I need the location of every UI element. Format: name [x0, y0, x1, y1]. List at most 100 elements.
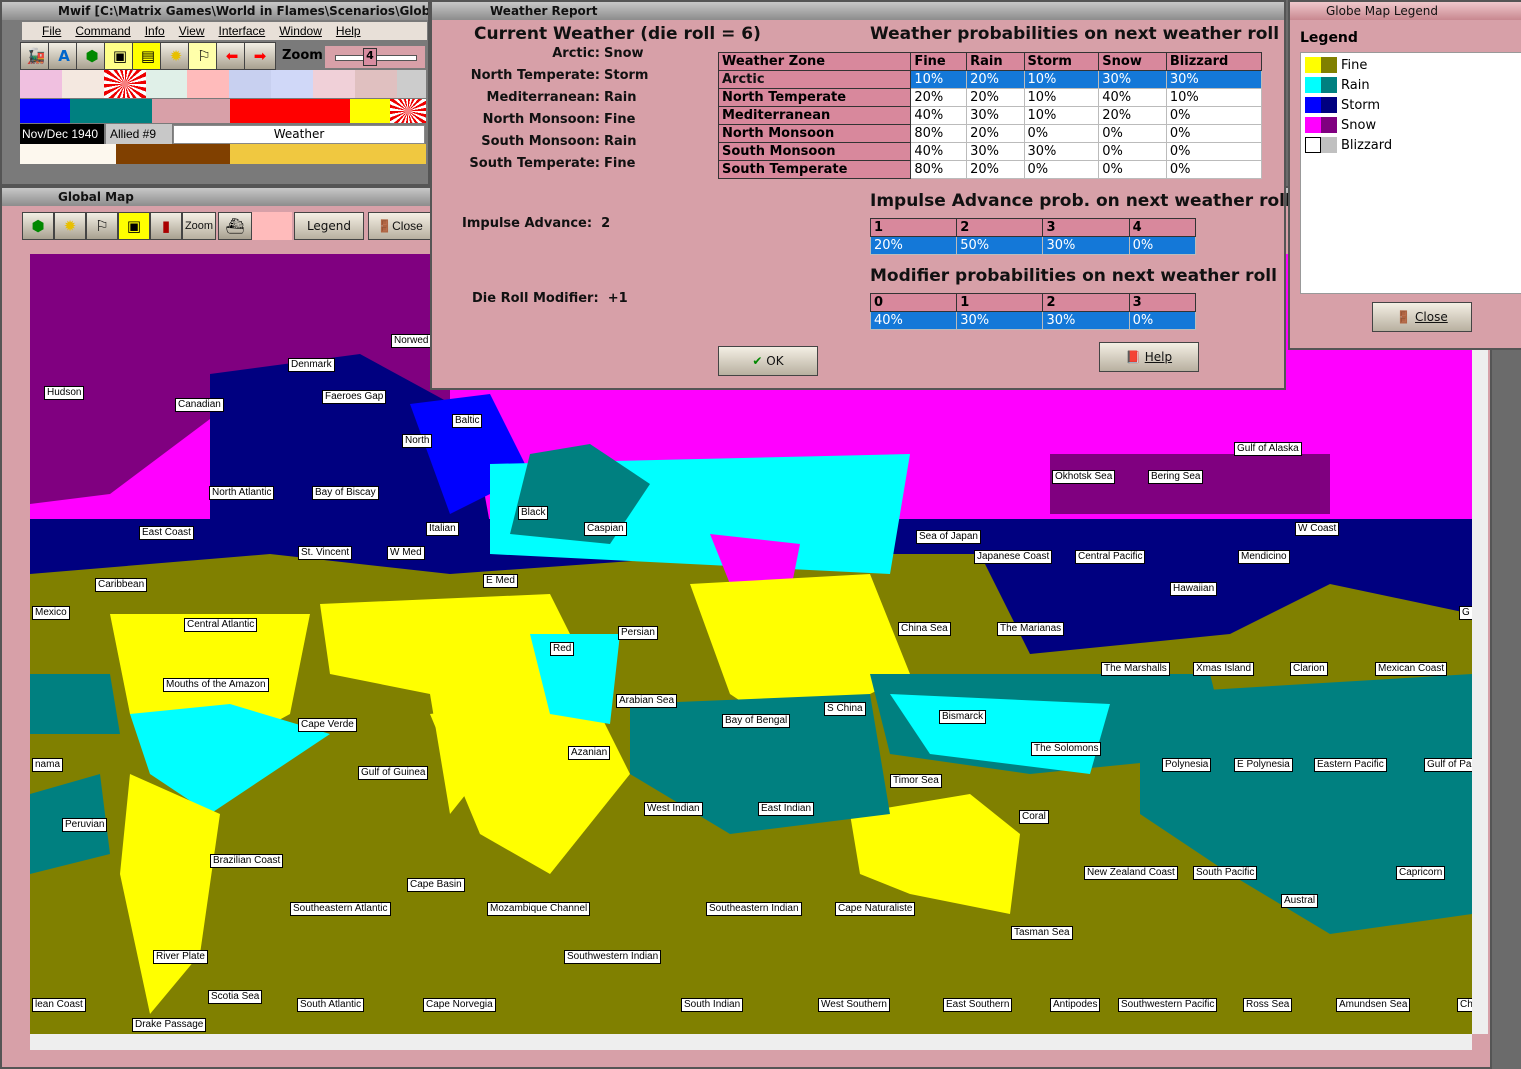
sea-area-label[interactable]: Capricorn: [1396, 866, 1446, 880]
sea-area-label[interactable]: Hawaiian: [1170, 582, 1218, 596]
ship-button[interactable]: ⛴: [218, 212, 252, 240]
sea-area-label[interactable]: New Zealand Coast: [1084, 866, 1178, 880]
sea-area-label[interactable]: Central Pacific: [1075, 550, 1146, 564]
menu-view[interactable]: View: [178, 24, 205, 38]
sea-area-label[interactable]: Cape Norvegia: [423, 998, 496, 1012]
sea-area-label[interactable]: Bering Sea: [1148, 470, 1204, 484]
nation-flags[interactable]: [20, 70, 427, 98]
sea-area-label[interactable]: Norwed: [391, 334, 432, 348]
sea-area-label[interactable]: Bismarck: [939, 710, 987, 724]
sea-area-label[interactable]: Caribbean: [95, 578, 148, 592]
legend-button[interactable]: Legend: [294, 212, 364, 240]
arrow-left-icon[interactable]: ⬅: [216, 42, 248, 70]
sea-area-label[interactable]: China Sea: [898, 622, 951, 636]
sea-area-label[interactable]: North Atlantic: [209, 486, 275, 500]
legend-close-button[interactable]: 🚪 Close: [1372, 302, 1472, 332]
close-map-button[interactable]: 🚪Close: [368, 212, 432, 240]
sea-area-label[interactable]: South Indian: [681, 998, 744, 1012]
sea-area-label[interactable]: Antipodes: [1050, 998, 1101, 1012]
sea-area-label[interactable]: Caspian: [584, 522, 627, 536]
sea-area-label[interactable]: S China: [824, 702, 866, 716]
sea-area-label[interactable]: South Pacific: [1193, 866, 1258, 880]
china-flag[interactable]: [252, 212, 292, 240]
sea-area-label[interactable]: Scotia Sea: [208, 990, 263, 1004]
sea-area-label[interactable]: W Med: [387, 546, 425, 560]
sea-area-label[interactable]: Baltic: [452, 414, 483, 428]
sea-area-label[interactable]: Drake Passage: [132, 1018, 207, 1032]
sea-area-label[interactable]: Mexican Coast: [1375, 662, 1448, 676]
menu-file[interactable]: File: [42, 24, 62, 38]
sea-area-label[interactable]: Persian: [618, 626, 658, 640]
sea-area-label[interactable]: E Polynesia: [1234, 758, 1293, 772]
sea-area-label[interactable]: Cape Verde: [298, 718, 357, 732]
sea-area-label[interactable]: Gulf of Alaska: [1234, 442, 1302, 456]
table-row[interactable]: North Monsoon 80% 20% 0% 0% 0%: [717, 124, 1263, 143]
sea-area-label[interactable]: East Coast: [139, 526, 194, 540]
sea-area-label[interactable]: W Coast: [1295, 522, 1340, 536]
ok-button[interactable]: ✔ OK: [718, 346, 818, 376]
sea-area-label[interactable]: South Atlantic: [297, 998, 365, 1012]
sea-area-label[interactable]: Okhotsk Sea: [1052, 470, 1116, 484]
table-row[interactable]: South Monsoon 40% 30% 30% 0% 0%: [717, 142, 1263, 161]
sea-area-label[interactable]: Polynesia: [1162, 758, 1212, 772]
sea-area-label[interactable]: Amundsen Sea: [1336, 998, 1411, 1012]
sea-area-label[interactable]: Coral: [1019, 810, 1049, 824]
hex-button[interactable]: ⬢: [76, 42, 108, 70]
table-row[interactable]: Mediterranean 40% 30% 10% 20% 0%: [717, 106, 1263, 125]
sea-area-label[interactable]: River Plate: [153, 950, 208, 964]
flag-button[interactable]: ⚐: [86, 212, 118, 240]
unit-button[interactable]: ▣: [118, 212, 150, 240]
menu-info[interactable]: Info: [144, 24, 165, 38]
sea-area-label[interactable]: Faeroes Gap: [322, 390, 387, 404]
sea-area-label[interactable]: West Indian: [644, 802, 703, 816]
sea-area-label[interactable]: Cape Naturaliste: [835, 902, 916, 916]
menu-help[interactable]: Help: [335, 24, 361, 38]
sea-area-label[interactable]: Italian: [426, 522, 459, 536]
table-row[interactable]: North Temperate 20% 20% 10% 40% 10%: [717, 88, 1263, 107]
sea-area-label[interactable]: Eastern Pacific: [1314, 758, 1387, 772]
sea-area-label[interactable]: Timor Sea: [890, 774, 942, 788]
map-scrollbar-v[interactable]: [1472, 254, 1488, 1034]
menu-interface[interactable]: Interface: [218, 24, 266, 38]
sea-area-label[interactable]: Black: [518, 506, 549, 520]
sea-area-label[interactable]: The Marshalls: [1101, 662, 1170, 676]
hex-button[interactable]: ⬢: [22, 212, 54, 240]
menu-command[interactable]: Command: [75, 24, 131, 38]
sea-area-label[interactable]: lean Coast: [32, 998, 86, 1012]
sea-area-label[interactable]: St. Vincent: [298, 546, 353, 560]
sea-area-label[interactable]: Southeastern Indian: [706, 902, 802, 916]
zoom-slider-thumb[interactable]: 4: [363, 48, 377, 66]
table-row[interactable]: 20% 50% 30% 0%: [869, 236, 1197, 255]
sea-area-label[interactable]: East Indian: [758, 802, 815, 816]
table-row[interactable]: Arctic 10% 20% 10% 30% 30%: [717, 70, 1263, 89]
sea-area-label[interactable]: Southwestern Pacific: [1118, 998, 1218, 1012]
sea-area-label[interactable]: Sea of Japan: [916, 530, 981, 544]
arrow-right-icon[interactable]: ➡: [244, 42, 276, 70]
sea-area-label[interactable]: Mexico: [32, 606, 70, 620]
sea-area-label[interactable]: Ross Sea: [1243, 998, 1293, 1012]
sea-area-label[interactable]: West Southern: [818, 998, 890, 1012]
sea-area-label[interactable]: Chi: [1457, 998, 1472, 1012]
weather-button[interactable]: ✹: [160, 42, 192, 70]
sea-area-label[interactable]: Southeastern Atlantic: [290, 902, 391, 916]
sea-area-label[interactable]: Mendicino: [1238, 550, 1290, 564]
train-button[interactable]: 🚂: [20, 42, 52, 70]
sea-area-label[interactable]: Peruvian: [62, 818, 108, 832]
sea-area-label[interactable]: nama: [32, 758, 64, 772]
unit-button[interactable]: ▣: [104, 42, 136, 70]
sea-area-label[interactable]: Cape Basin: [407, 878, 465, 892]
sea-area-label[interactable]: Mouths of the Amazon: [163, 678, 269, 692]
help-button[interactable]: 📕 Help: [1099, 342, 1199, 372]
sea-area-label[interactable]: Arabian Sea: [616, 694, 678, 708]
sea-area-label[interactable]: Brazilian Coast: [210, 854, 284, 868]
sea-area-label[interactable]: E Med: [483, 574, 518, 588]
sea-area-label[interactable]: The Solomons: [1031, 742, 1102, 756]
sea-area-label[interactable]: Gulf of Pa: [1424, 758, 1472, 772]
supply-button[interactable]: ▮: [150, 212, 182, 240]
sea-area-label[interactable]: Hudson: [44, 386, 85, 400]
sea-area-label[interactable]: East Southern: [943, 998, 1013, 1012]
sea-area-label[interactable]: Azanian: [568, 746, 611, 760]
unit-stack-button[interactable]: ▤: [132, 42, 164, 70]
sea-area-label[interactable]: Denmark: [288, 358, 335, 372]
weather-button[interactable]: ✹: [54, 212, 86, 240]
